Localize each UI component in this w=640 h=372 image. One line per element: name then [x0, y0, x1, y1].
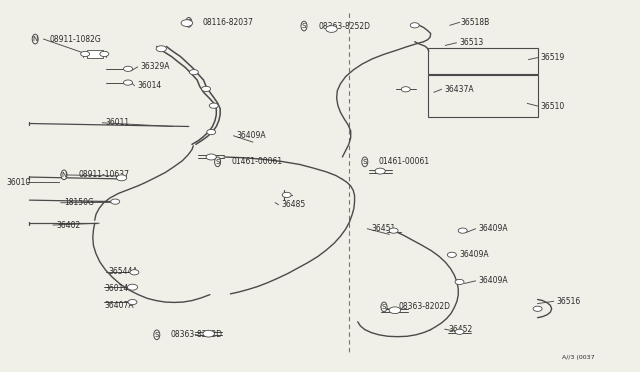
- Ellipse shape: [32, 34, 38, 44]
- Text: 08911-10637: 08911-10637: [78, 170, 129, 179]
- Text: 36409A: 36409A: [237, 131, 266, 140]
- Circle shape: [156, 46, 166, 52]
- Circle shape: [124, 80, 132, 85]
- Circle shape: [100, 51, 109, 57]
- Text: 01461-00061: 01461-00061: [379, 157, 430, 166]
- Circle shape: [326, 26, 337, 32]
- Text: 36011: 36011: [106, 118, 130, 127]
- Text: 36407A: 36407A: [104, 301, 134, 310]
- Text: 36409A: 36409A: [479, 224, 508, 233]
- Circle shape: [455, 279, 464, 285]
- Text: 36519: 36519: [541, 53, 565, 62]
- Text: 36451: 36451: [371, 224, 396, 233]
- Circle shape: [458, 228, 467, 233]
- Circle shape: [389, 307, 401, 314]
- Circle shape: [401, 87, 410, 92]
- Circle shape: [127, 284, 138, 290]
- Circle shape: [209, 103, 218, 108]
- Circle shape: [124, 66, 132, 71]
- Ellipse shape: [301, 21, 307, 31]
- Ellipse shape: [214, 157, 221, 167]
- Text: S: S: [216, 159, 220, 165]
- Text: 36010: 36010: [6, 178, 31, 187]
- Text: 36437A: 36437A: [445, 85, 474, 94]
- Text: 36014: 36014: [138, 81, 162, 90]
- Text: 08363-8252D: 08363-8252D: [318, 22, 370, 31]
- Circle shape: [207, 129, 216, 135]
- Text: 36544A: 36544A: [109, 267, 138, 276]
- Circle shape: [202, 86, 211, 92]
- Circle shape: [116, 175, 127, 181]
- Ellipse shape: [186, 17, 192, 27]
- Circle shape: [533, 306, 542, 311]
- Circle shape: [181, 20, 193, 26]
- Circle shape: [128, 299, 137, 305]
- Text: 36014: 36014: [104, 284, 129, 293]
- Ellipse shape: [362, 157, 368, 167]
- Circle shape: [189, 70, 198, 75]
- Text: 36409A: 36409A: [460, 250, 489, 259]
- Text: 36485: 36485: [282, 200, 306, 209]
- Circle shape: [111, 199, 120, 204]
- Text: 36510: 36510: [541, 102, 565, 110]
- Text: S: S: [363, 159, 367, 165]
- Circle shape: [389, 228, 398, 233]
- Circle shape: [206, 154, 216, 160]
- Ellipse shape: [381, 302, 387, 312]
- Text: S: S: [155, 332, 159, 338]
- Text: N: N: [33, 36, 38, 42]
- Circle shape: [130, 270, 139, 275]
- Circle shape: [455, 329, 464, 334]
- Text: B: B: [186, 19, 191, 25]
- Bar: [86, 50, 102, 58]
- Text: 08363-8202D: 08363-8202D: [398, 302, 450, 311]
- Ellipse shape: [61, 170, 67, 180]
- Text: 18150G: 18150G: [64, 198, 94, 207]
- Ellipse shape: [154, 330, 160, 340]
- Text: 36329A: 36329A: [141, 62, 170, 71]
- Bar: [428, 75, 538, 117]
- Text: S: S: [302, 23, 306, 29]
- Text: 36402: 36402: [56, 221, 81, 230]
- Text: 08363-8202D: 08363-8202D: [171, 330, 223, 339]
- Circle shape: [81, 51, 90, 57]
- Text: 36513: 36513: [460, 38, 484, 47]
- Circle shape: [375, 168, 385, 174]
- Circle shape: [282, 192, 291, 198]
- Text: N: N: [61, 172, 67, 178]
- Text: 36518B: 36518B: [461, 18, 490, 27]
- Text: 36452: 36452: [448, 325, 472, 334]
- Text: S: S: [382, 304, 386, 310]
- Circle shape: [203, 330, 214, 337]
- Bar: [428, 48, 538, 74]
- Circle shape: [447, 252, 456, 257]
- Circle shape: [410, 23, 419, 28]
- Text: 01461-00061: 01461-00061: [232, 157, 283, 166]
- Text: A//3 (0037: A//3 (0037: [562, 355, 595, 360]
- Text: 36516: 36516: [557, 297, 581, 306]
- Text: 36409A: 36409A: [479, 276, 508, 285]
- Text: 08911-1082G: 08911-1082G: [49, 35, 101, 44]
- Text: 08116-82037: 08116-82037: [203, 18, 253, 27]
